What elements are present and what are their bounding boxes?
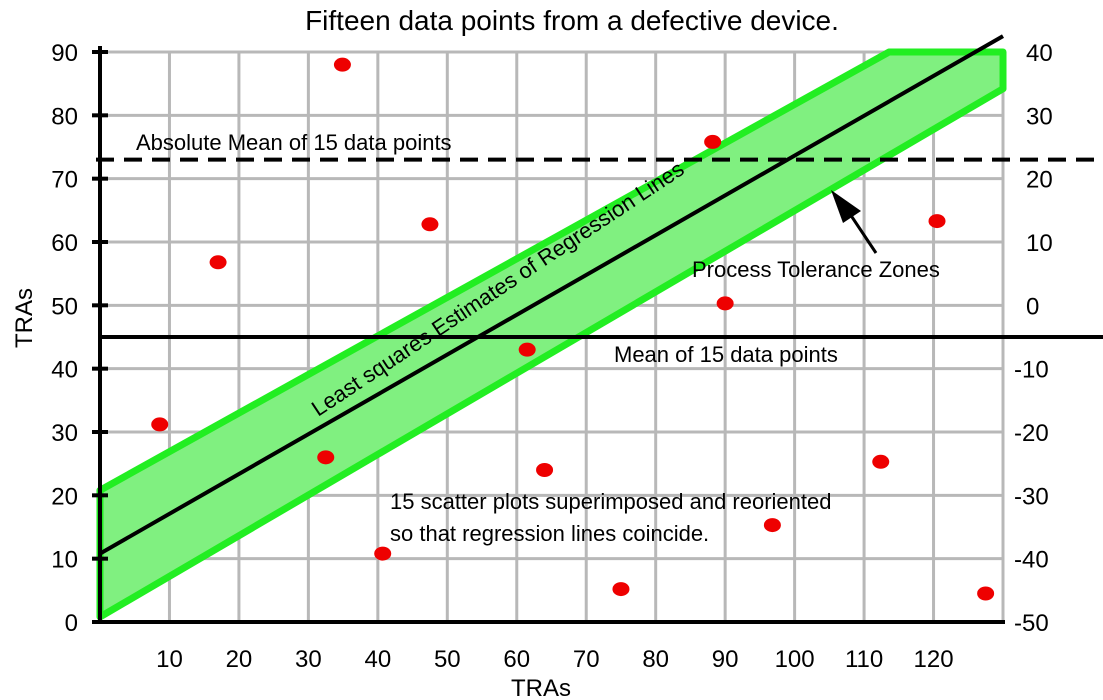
y-tick-label: 90 [51, 40, 78, 67]
tolerance-arrow-shaft [848, 213, 878, 254]
mean-label: Mean of 15 data points [614, 342, 838, 367]
y-axis-label: TRAs [11, 288, 38, 348]
chart-title: Fifteen data points from a defective dev… [305, 5, 839, 36]
data-point [374, 546, 392, 561]
data-point [421, 217, 439, 232]
y-tick-label: 50 [51, 293, 78, 320]
y-tick-label: 70 [51, 167, 78, 194]
y-tick-label: 80 [51, 103, 78, 130]
tolerance-zone-label: Process Tolerance Zones [692, 257, 940, 282]
x-tick-label: 20 [226, 646, 253, 673]
note-line-1: 15 scatter plots superimposed and reorie… [390, 489, 831, 514]
y2-tick-label: -30 [1014, 483, 1049, 510]
y2-tick-label: -10 [1014, 357, 1049, 384]
data-point [716, 296, 734, 311]
y2-tick-label: 40 [1026, 40, 1053, 67]
data-point [977, 586, 995, 601]
tick-labels: 10 20 30 40 50 60 70 80 90 100 110 1200102030405060… [51, 40, 1052, 673]
y2-tick-label: 20 [1026, 167, 1053, 194]
x-tick-label: 50 [434, 646, 461, 673]
x-tick-label: 10 [156, 646, 183, 673]
x-tick-label: 60 [503, 646, 530, 673]
data-point [872, 454, 890, 469]
y2-tick-label: -50 [1014, 610, 1049, 637]
data-point [612, 582, 630, 597]
tolerance-arrow-head [831, 190, 861, 223]
data-point [518, 342, 536, 357]
y-tick-label: 0 [65, 610, 78, 637]
absolute-mean-label: Absolute Mean of 15 data points [136, 130, 452, 155]
x-tick-label: 90 [712, 646, 739, 673]
mean-lines [96, 157, 1103, 339]
x-tick-label: 80 [642, 646, 669, 673]
data-point [763, 518, 781, 533]
y-tick-label: 20 [51, 483, 78, 510]
y-tick-label: 40 [51, 357, 78, 384]
x-tick-label: 30 [295, 646, 322, 673]
data-points [151, 57, 995, 601]
y2-tick-label: 0 [1026, 293, 1039, 320]
x-tick-label: 110 [845, 646, 883, 673]
x-axis-label: TRAs [511, 675, 571, 700]
y-tick-label: 30 [51, 420, 78, 447]
y2-tick-label: 30 [1026, 103, 1053, 130]
y-tick-label: 60 [51, 230, 78, 257]
y-tick-label: 10 [51, 547, 78, 574]
axes [92, 46, 1005, 624]
y2-tick-label: -40 [1014, 547, 1049, 574]
y2-tick-label: -20 [1014, 420, 1049, 447]
y2-tick-label: 10 [1026, 230, 1053, 257]
data-point [704, 134, 722, 149]
data-point [151, 417, 169, 432]
data-point [333, 57, 351, 72]
x-tick-label: 40 [364, 646, 391, 673]
x-tick-label: 100 [775, 646, 815, 673]
data-point [317, 450, 335, 465]
x-tick-label: 70 [573, 646, 600, 673]
data-point [928, 214, 946, 229]
regression-line [99, 34, 1004, 556]
regression-line-path [99, 34, 1004, 556]
data-point [536, 463, 554, 477]
note-line-2: so that regression lines coincide. [390, 521, 709, 546]
data-point [209, 255, 227, 270]
x-tick-label: 120 [914, 646, 954, 673]
